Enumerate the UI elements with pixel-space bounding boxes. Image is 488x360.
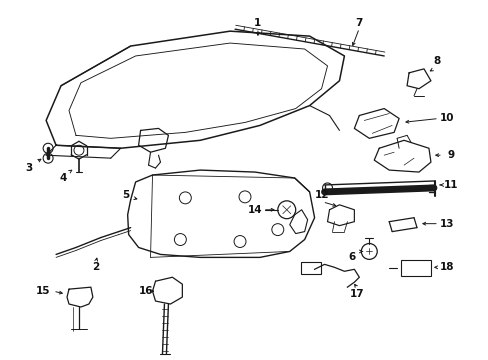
Text: 7: 7 [355,18,362,28]
Text: 16: 16 [138,286,153,296]
Text: 13: 13 [439,219,453,229]
Text: 8: 8 [432,56,440,66]
Text: 6: 6 [348,252,355,262]
Text: 15: 15 [36,286,50,296]
Text: 4: 4 [59,173,66,183]
Text: 5: 5 [122,190,129,200]
Text: 2: 2 [92,262,99,272]
Text: 18: 18 [439,262,453,272]
Text: 11: 11 [443,180,457,190]
Text: 12: 12 [315,190,329,200]
Text: 3: 3 [25,163,33,173]
Text: 1: 1 [254,18,261,28]
Text: 10: 10 [439,113,453,123]
Text: 17: 17 [349,289,364,299]
Text: 14: 14 [247,205,262,215]
Text: 9: 9 [447,150,453,160]
